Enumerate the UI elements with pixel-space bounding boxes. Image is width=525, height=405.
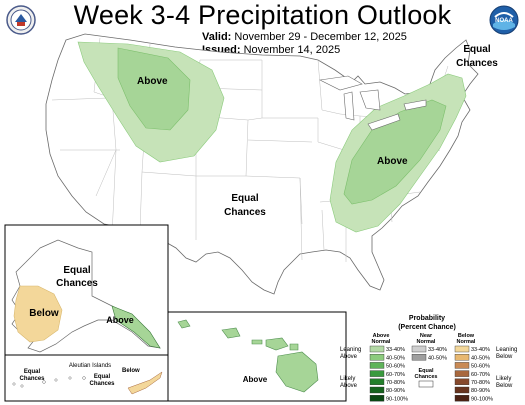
legend-title-line1: Probability [409, 315, 445, 322]
issued-date: November 14, 2025 [243, 44, 341, 56]
legend-below-level-label: 70-80% [471, 380, 490, 386]
legend-above-level-swatch [369, 354, 385, 361]
great-lakes [319, 75, 427, 131]
legend-below-level-label: 60-70% [471, 372, 490, 378]
legend-above-level-label: 50-60% [386, 364, 405, 370]
legend-col-near-line2: Normal [417, 339, 436, 345]
legend-below-level-label: 80-90% [471, 388, 490, 394]
hi-above-label: Above [243, 375, 268, 384]
legend-title-line2: (Percent Chance) [398, 324, 456, 331]
central-equal-label-line2: Chances [224, 207, 266, 218]
legend-near-scale: 33-40% 40-50% [411, 345, 447, 361]
alaska-below-region [13, 285, 63, 343]
ak-above-label: Above [106, 315, 134, 325]
alaska-above-region [111, 305, 161, 349]
legend-col-below-line2: Normal [457, 339, 476, 345]
doc-seal-icon [6, 5, 36, 35]
legend-likely-above-line2: Above [340, 383, 358, 389]
legend-above-level-label: 80-90% [386, 388, 405, 394]
legend-above-level-swatch [369, 362, 385, 369]
aleutian-title: Aleutian Islands [69, 363, 111, 369]
page-title: Week 3-4 Precipitation Outlook [73, 0, 452, 30]
legend-below-level-swatch [454, 345, 470, 353]
legend-above-level-label: 40-50% [386, 355, 405, 361]
valid-line: Valid: November 29 - December 12, 2025 [202, 31, 407, 43]
noaa-logo-text: NOAA [495, 18, 513, 24]
ne-equal-label-line1: Equal [463, 44, 490, 55]
legend-leaning-below-line1: Leaning [496, 347, 517, 353]
legend-near-level-swatch [411, 345, 427, 353]
legend-above-scale: 33-40% 40-50% 50-60% 60-70% 70-80% 80-90% 90-1… [369, 345, 408, 402]
aleutian-below-region [127, 371, 163, 395]
legend-below-level-swatch [454, 395, 470, 402]
aleutian-islands [12, 376, 86, 388]
east-above-region-inner [343, 99, 447, 205]
legend-below-level-label: 90-100% [471, 396, 493, 402]
noaa-logo-icon: NOAA [489, 5, 519, 35]
legend-near-level-swatch [411, 354, 427, 361]
legend-below-level-swatch [454, 354, 470, 361]
legend-col-near-line1: Near [420, 333, 433, 339]
legend-above-level-label: 60-70% [386, 372, 405, 378]
nw-above-label: Above [137, 76, 168, 87]
ak-below-label: Below [29, 308, 59, 319]
valid-dates: November 29 - December 12, 2025 [234, 31, 407, 43]
aleutian-equal1-line1: Equal [24, 369, 41, 375]
legend-above-level-swatch [369, 378, 385, 385]
legend-below-level-swatch [454, 386, 470, 394]
legend-equal-swatch [418, 380, 434, 388]
legend-likely-above-line1: Likely [340, 376, 355, 382]
legend-likely-below-line1: Likely [496, 376, 511, 382]
aleutian-equal2-line2: Chances [89, 381, 115, 387]
hawaii-inset-frame [167, 311, 347, 402]
aleutian-equal1-line2: Chances [19, 376, 45, 382]
legend-above-level-swatch [369, 370, 385, 377]
legend-col-above-line1: Above [373, 333, 390, 339]
legend-above-level-swatch [369, 395, 385, 402]
legend-near-level-label: 33-40% [428, 347, 447, 353]
legend-col-above-line2: Normal [372, 339, 391, 345]
legend-below-level-swatch [454, 370, 470, 377]
aleutian-below-label: Below [122, 368, 140, 374]
legend-equal-line1: Equal [419, 368, 434, 374]
legend-leaning-below-line2: Below [496, 354, 513, 360]
legend-above-level-swatch [369, 386, 385, 394]
legend-below-level-label: 33-40% [471, 347, 490, 353]
legend-col-below-line1: Below [458, 333, 475, 339]
central-equal-label-line1: Equal [231, 193, 258, 204]
aleutian-equal2-line1: Equal [94, 374, 111, 380]
legend-equal-line2: Chances [415, 374, 438, 380]
legend-below-level-swatch [454, 362, 470, 369]
legend-above-level-label: 90-100% [386, 396, 408, 402]
legend-leaning-above-line1: Leaning [340, 347, 361, 353]
legend: Probability (Percent Chance) Above Norma… [340, 315, 517, 402]
legend-near-level-label: 40-50% [428, 355, 447, 361]
legend-below-level-label: 40-50% [471, 355, 490, 361]
legend-below-scale: 33-40% 40-50% 50-60% 60-70% 70-80% 80-90% 90-1… [454, 345, 493, 402]
legend-below-level-swatch [454, 378, 470, 385]
legend-likely-below-line2: Below [496, 383, 513, 389]
ak-equal-label-line1: Equal [63, 265, 90, 276]
hawaii-islands [177, 319, 319, 393]
legend-above-level-swatch [369, 345, 385, 353]
east-above-label: Above [377, 156, 408, 167]
legend-above-level-label: 33-40% [386, 347, 405, 353]
legend-leaning-above-line2: Above [340, 354, 358, 360]
aleutian-inset-frame [4, 354, 169, 402]
ne-equal-label-line2: Chances [456, 58, 498, 69]
ak-equal-label-line2: Chances [56, 278, 98, 289]
valid-label: Valid: [202, 31, 232, 43]
legend-below-level-label: 50-60% [471, 364, 490, 370]
nw-above-region-inner [117, 47, 191, 131]
legend-above-level-label: 70-80% [386, 380, 405, 386]
